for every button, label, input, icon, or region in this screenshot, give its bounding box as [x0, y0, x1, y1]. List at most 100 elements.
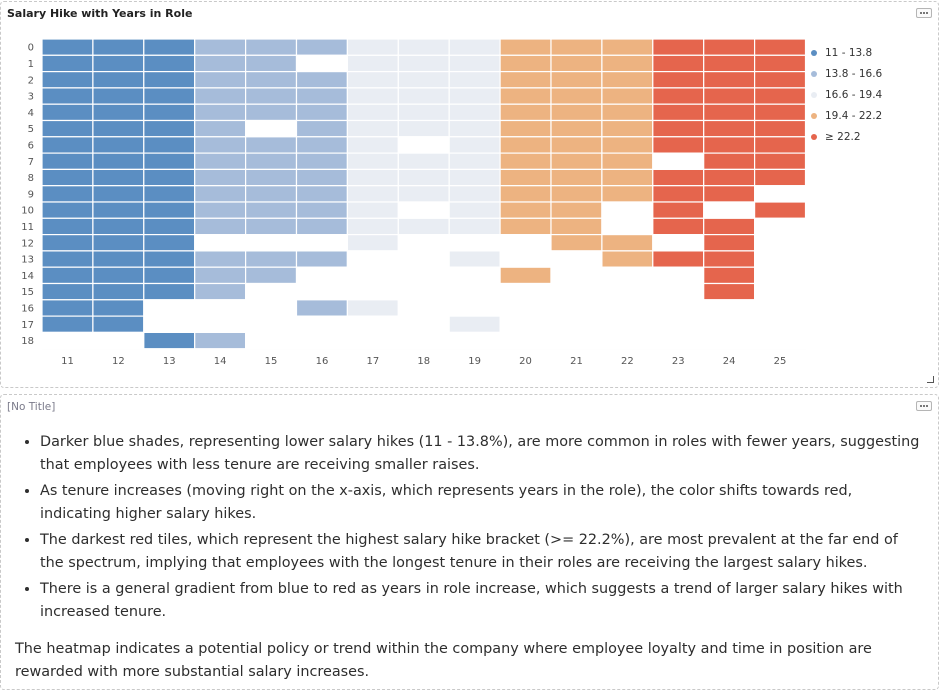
heatmap-cell[interactable]	[143, 299, 196, 317]
heatmap-cell[interactable]	[652, 54, 705, 73]
heatmap-cell[interactable]	[550, 38, 603, 56]
heatmap-cell[interactable]	[92, 136, 145, 154]
heatmap-cell[interactable]	[194, 87, 247, 105]
heatmap-cell[interactable]	[295, 152, 349, 171]
heatmap-cell[interactable]	[652, 119, 705, 138]
heatmap-cell[interactable]	[397, 168, 450, 187]
heatmap-cell[interactable]	[143, 38, 196, 56]
heatmap-cell[interactable]	[753, 250, 807, 268]
heatmap-cell[interactable]	[143, 54, 196, 73]
heatmap-cell[interactable]	[703, 136, 756, 154]
heatmap-cell[interactable]	[295, 54, 349, 73]
heatmap-cell[interactable]	[346, 185, 399, 203]
heatmap-cell[interactable]	[499, 250, 552, 268]
heatmap-cell[interactable]	[397, 282, 450, 301]
heatmap-cell[interactable]	[703, 70, 756, 89]
heatmap-cell[interactable]	[245, 331, 298, 350]
heatmap-cell[interactable]	[346, 250, 399, 268]
heatmap-cell[interactable]	[448, 185, 501, 203]
heatmap-cell[interactable]	[143, 168, 196, 187]
heatmap-cell[interactable]	[550, 282, 603, 301]
heatmap-cell[interactable]	[397, 250, 450, 268]
heatmap-cell[interactable]	[601, 54, 654, 73]
heatmap-cell[interactable]	[143, 217, 196, 236]
heatmap-cell[interactable]	[448, 70, 501, 89]
heatmap-cell[interactable]	[92, 119, 145, 138]
heatmap-cell[interactable]	[295, 168, 349, 187]
heatmap-cell[interactable]	[41, 331, 94, 350]
heatmap-cell[interactable]	[753, 168, 807, 187]
heatmap-cell[interactable]	[92, 234, 145, 252]
heatmap-cell[interactable]	[499, 315, 552, 334]
legend-item[interactable]: 16.6 - 19.4	[811, 85, 882, 106]
heatmap-cell[interactable]	[448, 234, 501, 252]
heatmap-cell[interactable]	[601, 152, 654, 171]
heatmap-cell[interactable]	[703, 234, 756, 252]
heatmap-cell[interactable]	[346, 331, 399, 350]
heatmap-cell[interactable]	[346, 217, 399, 236]
heatmap-cell[interactable]	[448, 168, 501, 187]
heatmap-cell[interactable]	[550, 331, 603, 350]
heatmap-cell[interactable]	[703, 250, 756, 268]
heatmap-cell[interactable]	[92, 54, 145, 73]
heatmap-cell[interactable]	[295, 136, 349, 154]
legend-item[interactable]: 13.8 - 16.6	[811, 64, 882, 85]
heatmap-cell[interactable]	[601, 168, 654, 187]
heatmap-cell[interactable]	[703, 152, 756, 171]
heatmap-cell[interactable]	[397, 266, 450, 285]
heatmap-cell[interactable]	[245, 70, 298, 89]
heatmap-cell[interactable]	[397, 70, 450, 89]
heatmap-cell[interactable]	[295, 315, 349, 334]
heatmap-cell[interactable]	[652, 266, 705, 285]
heatmap-cell[interactable]	[143, 119, 196, 138]
heatmap-cell[interactable]	[448, 299, 501, 317]
heatmap-cell[interactable]	[194, 250, 247, 268]
heatmap-cell[interactable]	[652, 103, 705, 122]
heatmap-cell[interactable]	[41, 70, 94, 89]
heatmap-cell[interactable]	[652, 87, 705, 105]
heatmap-cell[interactable]	[601, 103, 654, 122]
heatmap-cell[interactable]	[194, 136, 247, 154]
heatmap-cell[interactable]	[397, 315, 450, 334]
heatmap-cell[interactable]	[295, 185, 349, 203]
heatmap-cell[interactable]	[92, 250, 145, 268]
heatmap-cell[interactable]	[295, 103, 349, 122]
heatmap-cell[interactable]	[41, 136, 94, 154]
heatmap-cell[interactable]	[245, 282, 298, 301]
heatmap-cell[interactable]	[550, 87, 603, 105]
heatmap-cell[interactable]	[652, 282, 705, 301]
heatmap-cell[interactable]	[92, 168, 145, 187]
heatmap-cell[interactable]	[601, 234, 654, 252]
heatmap-cell[interactable]	[703, 103, 756, 122]
heatmap-cell[interactable]	[550, 70, 603, 89]
heatmap-cell[interactable]	[753, 266, 807, 285]
heatmap-cell[interactable]	[41, 185, 94, 203]
heatmap-cell[interactable]	[194, 331, 247, 350]
heatmap-cell[interactable]	[346, 266, 399, 285]
heatmap-cell[interactable]	[346, 315, 399, 334]
heatmap-cell[interactable]	[703, 119, 756, 138]
heatmap-cell[interactable]	[550, 299, 603, 317]
heatmap-cell[interactable]	[550, 315, 603, 334]
heatmap-cell[interactable]	[550, 103, 603, 122]
heatmap-cell[interactable]	[652, 234, 705, 252]
heatmap-cell[interactable]	[397, 217, 450, 236]
heatmap-cell[interactable]	[41, 168, 94, 187]
heatmap-cell[interactable]	[295, 201, 349, 219]
heatmap-cell[interactable]	[753, 70, 807, 89]
heatmap-cell[interactable]	[652, 152, 705, 171]
heatmap-cell[interactable]	[245, 119, 298, 138]
heatmap-cell[interactable]	[601, 331, 654, 350]
heatmap-cell[interactable]	[703, 185, 756, 203]
heatmap-cell[interactable]	[194, 299, 247, 317]
heatmap-cell[interactable]	[753, 54, 807, 73]
heatmap-cell[interactable]	[143, 315, 196, 334]
heatmap-cell[interactable]	[245, 136, 298, 154]
heatmap-cell[interactable]	[41, 217, 94, 236]
heatmap-cell[interactable]	[448, 87, 501, 105]
heatmap-cell[interactable]	[194, 152, 247, 171]
heatmap-cell[interactable]	[194, 234, 247, 252]
heatmap-cell[interactable]	[753, 136, 807, 154]
heatmap-cell[interactable]	[703, 54, 756, 73]
heatmap-cell[interactable]	[194, 54, 247, 73]
